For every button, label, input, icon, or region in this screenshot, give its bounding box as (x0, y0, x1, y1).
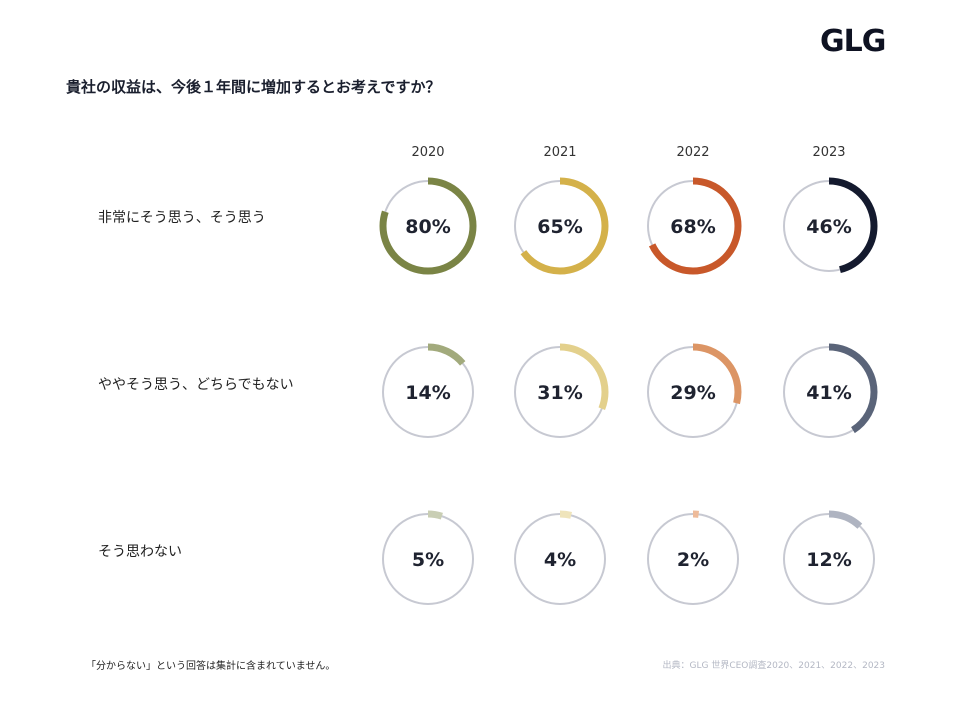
donut-arc-r0-2020 (379, 177, 477, 275)
donut-arc-r0-2022 (644, 177, 742, 275)
donut-arc-r2-2021 (511, 510, 609, 608)
question-title: 貴社の収益は、今後１年間に増加するとお考えですか？ (66, 78, 441, 96)
year-label-2023: 2023 (812, 145, 846, 160)
donut-value-label-r2-2023: 12% (806, 549, 851, 571)
donut-value-label-r1-2020: 14% (405, 382, 450, 404)
donut-arc-r1-2021 (511, 343, 609, 441)
year-label-2021: 2021 (543, 145, 577, 160)
year-label-2022: 2022 (676, 145, 710, 160)
donut-arc-r2-2022 (644, 510, 742, 608)
donut-value-label-r0-2022: 68% (670, 216, 715, 238)
donut-arc-r0-2021 (511, 177, 609, 275)
donut-value-label-r0-2023: 46% (806, 216, 851, 238)
donut-arc-r0-2023 (780, 177, 878, 275)
donut-arc-r1-2022 (644, 343, 742, 441)
donut-arc-r1-2020 (379, 343, 477, 441)
source-note: 出典：GLG 世界CEO調査2020、2021、2022、2023 (662, 661, 886, 671)
donut-value-label-r2-2020: 5% (412, 549, 444, 571)
donut-arc-r2-2023 (780, 510, 878, 608)
donut-value-label-r1-2021: 31% (537, 382, 582, 404)
donut-value-label-r0-2020: 80% (405, 216, 450, 238)
donut-arc-r2-2020 (379, 510, 477, 608)
donut-value-label-r0-2021: 65% (537, 216, 582, 238)
donut-value-label-r1-2022: 29% (670, 382, 715, 404)
year-label-2020: 2020 (411, 145, 445, 160)
donut-value-label-r1-2023: 41% (806, 382, 851, 404)
donut-arc-r1-2023 (780, 343, 878, 441)
donut-value-label-r2-2022: 2% (677, 549, 709, 571)
row-label-disagree: そう思わない (98, 544, 182, 560)
row-label-neutral: ややそう思う、どちらでもない (98, 377, 294, 393)
row-label-agree: 非常にそう思う、そう思う (98, 210, 266, 226)
footnote: 「分からない」という回答は集計に含まれていません。 (86, 661, 336, 672)
glg-logo: GLG (820, 24, 886, 59)
donut-value-label-r2-2021: 4% (544, 549, 576, 571)
